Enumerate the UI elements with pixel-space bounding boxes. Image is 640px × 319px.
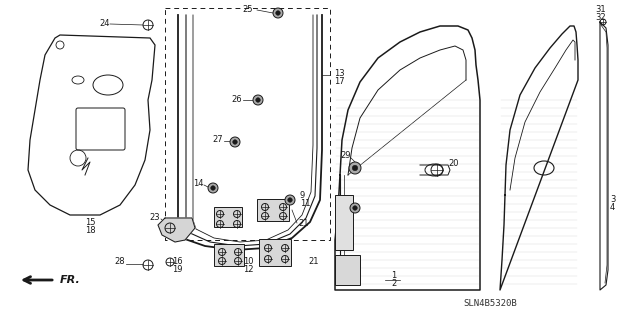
Text: 22: 22 (220, 210, 230, 219)
Text: 20: 20 (448, 159, 458, 167)
Circle shape (230, 137, 240, 147)
Text: 12: 12 (243, 265, 253, 275)
Text: 17: 17 (334, 77, 344, 85)
Text: 16: 16 (172, 257, 182, 266)
Circle shape (285, 195, 295, 205)
FancyBboxPatch shape (259, 239, 291, 266)
Text: 32: 32 (596, 13, 606, 23)
Text: 14: 14 (193, 179, 204, 188)
Circle shape (288, 198, 292, 202)
Text: 4: 4 (610, 204, 615, 212)
FancyBboxPatch shape (214, 244, 244, 266)
Text: 25: 25 (243, 4, 253, 13)
Text: 10: 10 (243, 257, 253, 266)
Circle shape (211, 186, 215, 190)
Text: 3: 3 (610, 196, 616, 204)
Text: 28: 28 (115, 257, 125, 266)
FancyBboxPatch shape (335, 195, 353, 250)
Text: 22: 22 (220, 249, 230, 257)
Text: 30: 30 (334, 201, 345, 210)
Circle shape (276, 11, 280, 15)
Circle shape (349, 162, 361, 174)
Text: 21: 21 (308, 257, 319, 266)
Circle shape (233, 140, 237, 144)
Circle shape (350, 203, 360, 213)
Text: 29: 29 (340, 151, 351, 160)
Text: 1: 1 (392, 271, 397, 279)
Circle shape (273, 8, 283, 18)
Text: 15: 15 (84, 218, 95, 227)
Circle shape (352, 165, 358, 171)
Text: 2: 2 (392, 278, 397, 287)
Circle shape (208, 183, 218, 193)
Text: 13: 13 (334, 69, 344, 78)
FancyBboxPatch shape (335, 255, 360, 285)
Text: 27: 27 (212, 136, 223, 145)
Text: 9: 9 (300, 190, 305, 199)
FancyBboxPatch shape (257, 199, 289, 221)
Text: 31: 31 (596, 5, 606, 14)
Circle shape (353, 206, 357, 210)
FancyBboxPatch shape (214, 207, 242, 227)
Text: 26: 26 (232, 94, 243, 103)
Text: 23: 23 (150, 212, 160, 221)
Text: 24: 24 (100, 19, 110, 28)
Text: FR.: FR. (60, 275, 81, 285)
Text: 19: 19 (172, 265, 182, 275)
Circle shape (253, 95, 263, 105)
Circle shape (256, 98, 260, 102)
Text: 18: 18 (84, 226, 95, 235)
Text: 21: 21 (298, 219, 308, 228)
Text: SLN4B5320B: SLN4B5320B (463, 299, 517, 308)
Text: 11: 11 (300, 198, 310, 207)
Polygon shape (158, 218, 195, 242)
